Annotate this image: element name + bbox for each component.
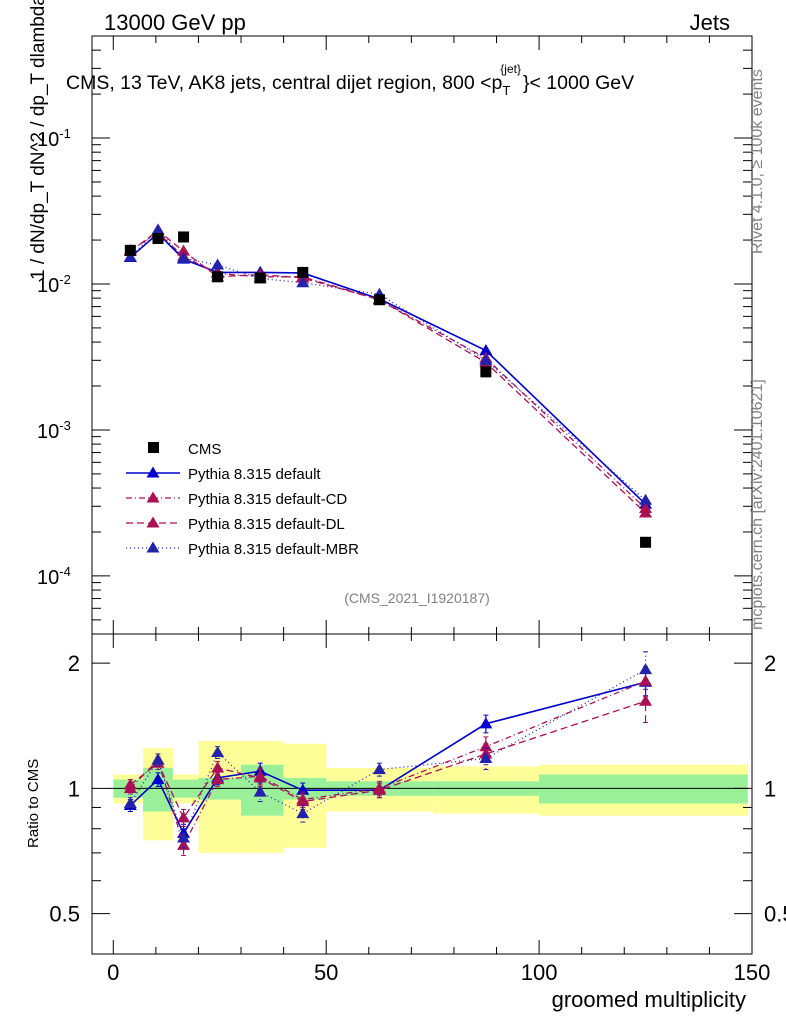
series-marker-ratio: [296, 807, 310, 819]
legend-label: Pythia 8.315 default-DL: [188, 516, 345, 533]
cms-marker: [480, 366, 492, 378]
y-tick-exponent: -3: [59, 418, 71, 433]
series-marker-ratio: [177, 831, 191, 843]
series-marker-main: [123, 250, 137, 262]
rivet-label: Rivet 4.1.0, ≥ 100k events: [749, 69, 766, 254]
series-marker-main: [211, 258, 225, 270]
series-marker-main: [296, 276, 310, 288]
chart-title-main: CMS, 13 TeV, AK8 jets, central dijet reg…: [66, 72, 502, 94]
axis-ticks: [92, 35, 753, 954]
series-marker-ratio: [479, 751, 493, 764]
x-tick-label: 0: [107, 960, 119, 985]
y-tick-label-ratio: 2: [68, 651, 80, 676]
ratio-series-group: [123, 651, 653, 856]
legend-marker: [146, 466, 160, 478]
y-tick-label-ratio: 0.5: [49, 902, 80, 927]
y-tick-label-main: 10-4: [37, 564, 71, 589]
cms-marker: [640, 536, 652, 548]
y-tick-label-main: 10-3: [37, 418, 71, 443]
series-marker-ratio: [151, 753, 165, 765]
y-tick-label-ratio: 1: [68, 776, 80, 801]
series-marker-ratio: [211, 745, 225, 758]
cms-marker: [152, 232, 164, 244]
legend-marker: [146, 541, 160, 553]
series-marker-ratio: [639, 694, 653, 706]
series-line-main: [129, 229, 646, 514]
y-tick-label-ratio-right: 0.5: [764, 902, 786, 927]
series-marker-main: [151, 223, 165, 235]
x-tick-label: 150: [734, 960, 771, 985]
series-marker-ratio: [372, 763, 386, 775]
series-line-ratio: [129, 680, 646, 848]
header-left-label: 13000 GeV pp: [104, 10, 246, 35]
ratio-band-inner: [539, 774, 748, 804]
y-tick-label-main: 10-2: [37, 272, 71, 297]
cms-marker: [124, 244, 136, 256]
x-axis-label: groomed multiplicity: [552, 987, 746, 1012]
series-line-main: [129, 228, 646, 501]
series-marker-main: [479, 353, 493, 365]
series-marker-ratio: [253, 785, 267, 797]
y-tick-label-ratio-right: 1: [764, 776, 776, 801]
series-marker-ratio: [296, 783, 310, 795]
y-tick-exponent: -1: [59, 126, 71, 141]
legend-cms-marker: [148, 442, 159, 453]
series-marker-ratio: [372, 783, 386, 795]
legend-marker: [146, 516, 160, 528]
cms-marker: [254, 272, 266, 284]
series-marker-ratio: [123, 796, 137, 809]
cms-data-markers: [124, 231, 652, 548]
cms-marker: [373, 294, 385, 306]
series-line-main: [129, 232, 647, 505]
y-tick-base: 10: [37, 421, 59, 443]
x-tick-label: 100: [521, 960, 558, 985]
series-marker-main: [639, 506, 653, 518]
y-tick-exponent: -4: [59, 564, 71, 579]
series-marker-main: [479, 344, 493, 356]
y-tick-label-main: 10-1: [37, 126, 71, 151]
y-tick-base: 10: [37, 275, 59, 297]
analysis-id: (CMS_2021_I1920187): [344, 590, 490, 606]
series-marker-ratio: [296, 795, 310, 807]
legend-label: Pythia 8.315 default: [188, 466, 321, 483]
series-marker-ratio: [211, 773, 225, 785]
mcplots-label: mcplots.cern.ch [arXiv:2401.10621]: [749, 379, 766, 630]
series-marker-main: [177, 251, 191, 263]
legend-label: Pythia 8.315 default-MBR: [188, 541, 359, 558]
legend: CMS Pythia 8.315 default Pythia 8.315 defa…: [126, 441, 359, 558]
series-marker-ratio: [123, 778, 137, 790]
series-marker-ratio: [177, 811, 191, 823]
series-marker-ratio: [177, 838, 191, 850]
series-marker-ratio: [479, 717, 493, 729]
header-right-label: Jets: [690, 10, 730, 35]
x-tick-label: 50: [314, 960, 338, 985]
ratio-plot-frame: [91, 633, 753, 955]
legend-cms-label: CMS: [188, 441, 221, 458]
series-marker-ratio: [253, 771, 267, 783]
legend-label: Pythia 8.315 default-CD: [188, 491, 347, 508]
y-axis-label-main: 1 / dN/dp_T dN^2 / dp_T dlambda: [28, 0, 49, 280]
series-marker-main: [177, 244, 191, 256]
chart-title-rest: }< 1000 GeV: [523, 72, 634, 94]
chart-title-sub: T: [502, 83, 510, 98]
chart-title: CMS, 13 TeV, AK8 jets, central dijet reg…: [66, 62, 634, 98]
cms-marker: [178, 231, 190, 243]
y-tick-label-ratio-right: 2: [764, 651, 776, 676]
y-tick-base: 10: [37, 129, 59, 151]
legend-marker: [146, 491, 160, 503]
series-marker-ratio: [211, 761, 225, 773]
ratio-uncertainty-bands: [113, 740, 748, 853]
cms-marker: [297, 266, 309, 278]
y-axis-label-ratio: Ratio to CMS: [25, 759, 42, 848]
series-marker-ratio: [639, 663, 653, 675]
chart-title-sup: {jet}: [500, 62, 521, 76]
y-tick-base: 10: [37, 567, 59, 589]
series-marker-ratio: [151, 773, 165, 785]
series-marker-main: [639, 493, 653, 505]
y-tick-exponent: -2: [59, 272, 71, 287]
cms-marker: [212, 271, 224, 283]
